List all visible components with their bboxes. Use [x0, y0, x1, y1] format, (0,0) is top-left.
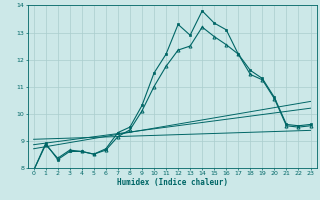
X-axis label: Humidex (Indice chaleur): Humidex (Indice chaleur)	[116, 178, 228, 187]
